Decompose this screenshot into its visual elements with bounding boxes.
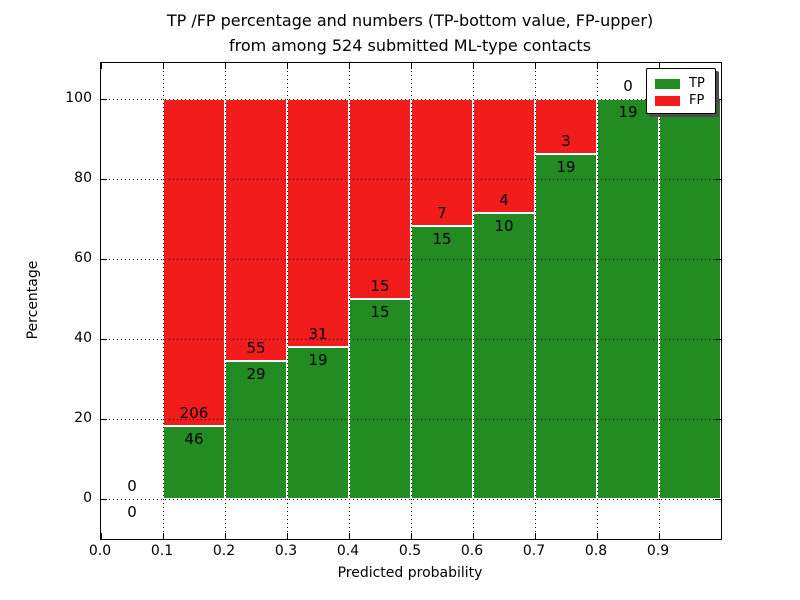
tp-count-label: 29 — [246, 364, 266, 383]
legend-label: FP — [689, 93, 705, 108]
bar-segment-fp — [411, 99, 473, 227]
x-tick-label: 0.3 — [274, 543, 298, 559]
legend-item: TP — [655, 75, 715, 92]
tp-count-label: 10 — [494, 217, 514, 236]
fp-count-label: 3 — [561, 131, 571, 150]
fp-count-label: 31 — [308, 325, 328, 343]
fp-count-label: 7 — [437, 204, 447, 223]
bar-segment-fp — [163, 99, 225, 426]
chart-title-line1: TP /FP percentage and numbers (TP-bottom… — [166, 11, 654, 30]
bar-segment-fp — [473, 99, 535, 214]
y-tick-label: 0 — [83, 490, 92, 506]
x-tick-label: 0.6 — [460, 543, 484, 559]
y-tick-label: 40 — [74, 330, 92, 346]
fp-count-label: 0 — [127, 477, 137, 495]
bar-segment-tp — [473, 213, 535, 499]
bar-segment-fp — [225, 99, 287, 361]
x-tick-label: 0.9 — [646, 543, 670, 559]
bars-layer — [101, 63, 721, 539]
tp-count-label: 0 — [127, 503, 137, 521]
y-tick-label: 100 — [65, 90, 92, 106]
tp-count-label: 15 — [370, 303, 390, 321]
legend-item: FP — [655, 92, 715, 109]
x-tick-mark-top — [101, 63, 102, 69]
fp-count-label: 55 — [246, 338, 266, 357]
y-tick-label: 80 — [74, 170, 92, 186]
fp-count-label: 0 — [623, 77, 633, 95]
x-tick-label: 0.0 — [88, 543, 112, 559]
y-axis-label: Percentage — [25, 260, 41, 340]
tp-count-label: 19 — [308, 351, 328, 369]
x-tick-label: 0.1 — [150, 543, 174, 559]
y-tick-label: 20 — [74, 410, 92, 426]
x-tick-label: 0.5 — [398, 543, 422, 559]
tp-count-label: 19 — [618, 103, 638, 121]
tp-count-label: 46 — [184, 429, 204, 448]
legend-swatch-tp — [655, 78, 680, 89]
fp-count-label: 15 — [370, 277, 390, 295]
x-tick-label: 0.4 — [336, 543, 360, 559]
fp-count-label: 206 — [179, 403, 209, 422]
y-tick-label: 60 — [74, 250, 92, 266]
bar-labels-layer: 0020646552931191515715410319019031 — [101, 63, 721, 539]
fp-count-label: 4 — [499, 191, 509, 210]
x-tick-mark-bottom — [101, 533, 102, 539]
x-axis-label: Predicted probability — [337, 565, 483, 581]
tp-count-label: 19 — [556, 157, 576, 176]
x-tick-label: 0.2 — [212, 543, 236, 559]
legend-swatch-fp — [655, 95, 680, 106]
legend: TP FP — [646, 68, 716, 114]
tp-count-label: 15 — [432, 230, 452, 249]
legend-label: TP — [689, 76, 705, 91]
bar-segment-fp — [287, 99, 349, 347]
chart-title-line2: from among 524 submitted ML-type contact… — [228, 36, 592, 55]
bar-segment-fp — [535, 99, 597, 154]
chart-title: TP /FP percentage and numbers (TP-bottom… — [90, 8, 730, 58]
x-tick-label: 0.8 — [584, 543, 608, 559]
x-tick-label: 0.7 — [522, 543, 546, 559]
